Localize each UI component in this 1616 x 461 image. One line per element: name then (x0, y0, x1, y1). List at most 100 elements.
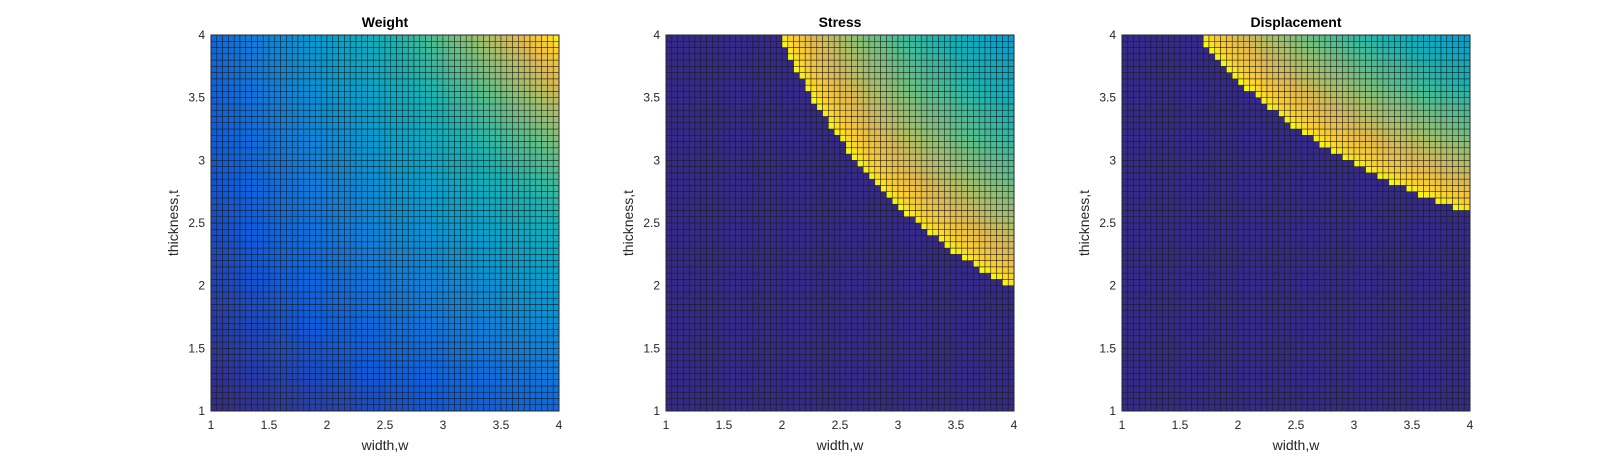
heatmap-cell (436, 66, 444, 73)
heatmap-cell (735, 103, 742, 111)
heatmap-cell (320, 141, 328, 149)
y-tick-label: 2 (198, 279, 205, 293)
heatmap-cell (741, 266, 748, 274)
heatmap-cell (683, 166, 690, 174)
heatmap-cell (775, 141, 783, 149)
heatmap-cell (367, 166, 374, 174)
heatmap-cell (787, 229, 794, 236)
heatmap-cell (793, 404, 800, 412)
heatmap-cell (251, 373, 258, 380)
heatmap-cell (494, 59, 502, 67)
heatmap-cell (752, 41, 760, 48)
heatmap-cell (390, 272, 397, 280)
heatmap-cell (239, 141, 247, 149)
heatmap-cell (431, 197, 438, 205)
heatmap-cell (746, 222, 754, 230)
heatmap-cell (344, 191, 351, 199)
heatmap-cell (378, 341, 386, 349)
heatmap-cell (274, 373, 281, 380)
heatmap-cell (413, 404, 421, 412)
heatmap-cell (309, 153, 316, 161)
heatmap-cell (280, 191, 287, 199)
heatmap-cell (770, 78, 777, 86)
heatmap-cell (378, 191, 386, 199)
heatmap-cell (396, 103, 403, 111)
heatmap-cell (419, 404, 426, 412)
heatmap-cell (378, 197, 386, 205)
heatmap-cell (529, 291, 537, 299)
heatmap-cell (407, 66, 415, 73)
heatmap-cell (454, 103, 461, 111)
heatmap-cell (677, 197, 684, 205)
heatmap-cell (775, 72, 783, 80)
heatmap-cell (407, 323, 415, 330)
heatmap-cell (506, 160, 513, 167)
heatmap-cell (723, 366, 731, 374)
heatmap-cell (741, 172, 748, 180)
heatmap-cell (500, 203, 508, 211)
heatmap-cell (407, 178, 415, 186)
heatmap-cell (781, 222, 789, 230)
heatmap-cell (489, 398, 496, 405)
heatmap-cell (402, 379, 409, 387)
heatmap-cell (210, 279, 218, 286)
heatmap-cell (326, 72, 334, 80)
heatmap-cell (361, 97, 368, 105)
heatmap-cell (228, 84, 235, 92)
heatmap-cell (413, 329, 421, 337)
heatmap-cell (541, 341, 548, 349)
heatmap-cell (677, 122, 684, 130)
heatmap-cell (706, 103, 713, 111)
heatmap-cell (787, 197, 794, 205)
heatmap-cell (222, 66, 229, 73)
heatmap-cell (286, 191, 293, 199)
heatmap-cell (793, 285, 800, 293)
heatmap-cell (793, 272, 800, 280)
heatmap-cell (245, 391, 252, 399)
heatmap-cell (448, 191, 455, 199)
heatmap-cell (781, 291, 789, 299)
heatmap-cell (373, 203, 380, 211)
heatmap-cell (367, 316, 374, 324)
heatmap-cell (688, 203, 696, 211)
heatmap-cell (297, 260, 305, 268)
heatmap-cell (460, 128, 467, 136)
heatmap-cell (688, 172, 696, 180)
heatmap-cell (286, 47, 293, 55)
heatmap-cell (413, 141, 421, 149)
heatmap-cell (257, 109, 264, 117)
heatmap-cell (257, 59, 264, 67)
heatmap-cell (268, 197, 276, 205)
heatmap-cell (729, 78, 736, 86)
heatmap-cell (471, 197, 479, 205)
heatmap-cell (315, 329, 322, 337)
heatmap-cell (286, 66, 293, 73)
heatmap-cell (535, 203, 542, 211)
heatmap-cell (512, 203, 519, 211)
heatmap-cell (419, 391, 426, 399)
heatmap-cell (349, 216, 357, 224)
heatmap-cell (781, 323, 789, 330)
heatmap-cell (216, 316, 223, 324)
heatmap-cell (752, 141, 760, 149)
heatmap-cell (367, 329, 374, 337)
heatmap-cell (396, 191, 403, 199)
heatmap-cell (700, 84, 707, 92)
heatmap-cell (729, 310, 736, 318)
heatmap-cell (793, 266, 800, 274)
heatmap-cell (518, 385, 525, 393)
heatmap-cell (512, 185, 519, 192)
heatmap-cell (233, 141, 241, 149)
heatmap-cell (671, 53, 678, 61)
heatmap-cell (523, 59, 531, 67)
heatmap-cell (361, 247, 368, 255)
heatmap-cell (431, 235, 438, 243)
heatmap-cell (448, 47, 455, 55)
heatmap-cell (688, 316, 696, 324)
heatmap-cell (297, 348, 305, 355)
heatmap-cell (291, 135, 299, 142)
heatmap-cell (717, 329, 725, 337)
heatmap-cell (518, 316, 525, 324)
heatmap-cell (315, 235, 322, 243)
heatmap-cell (407, 260, 415, 268)
